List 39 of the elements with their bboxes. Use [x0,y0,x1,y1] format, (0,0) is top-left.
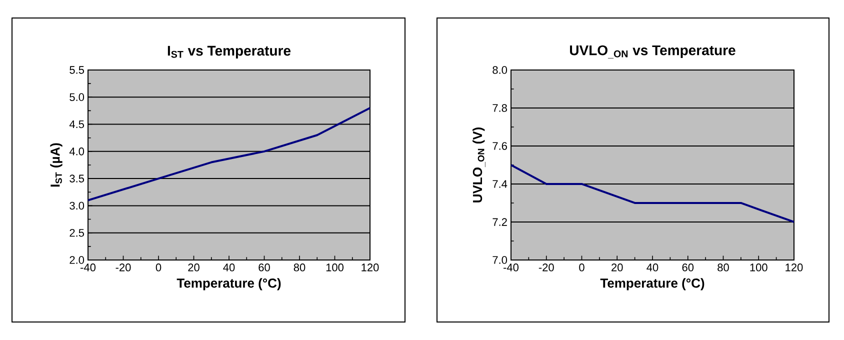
y-tick-label: 7.4 [492,180,508,188]
y-tick-label: 4.0 [69,148,84,156]
y-tick-label: 8.0 [492,66,508,74]
x-axis-title: Temperature (°C) [600,278,704,290]
x-tick-label: 20 [188,264,200,272]
x-tick-label: -20 [538,264,554,272]
y-tick-label: 2.5 [70,228,84,237]
x-tick-label: -40 [504,264,519,272]
x-tick-label: 40 [646,264,658,272]
x-tick-label: 120 [786,264,803,272]
y-tick-label: 3.0 [70,202,84,210]
x-tick-label: 120 [362,264,379,272]
x-tick-label: 80 [294,264,306,272]
y-tick-label: 5.5 [70,66,84,74]
x-tick-label: 20 [612,264,623,272]
x-tick-label: 80 [718,264,729,272]
y-tick-label: 7.0 [492,256,508,264]
y-tick-label: 3.5 [70,174,84,182]
y-tick-label: 4.5 [69,120,84,128]
x-tick-label: -40 [80,264,96,272]
y-tick-label: 7.2 [492,218,507,226]
x-tick-label: 0 [579,264,584,272]
y-axis-title: I$_{ST}$ (µA) [50,143,62,187]
x-tick-label: -20 [116,264,131,272]
y-tick-label: 2.0 [70,256,84,264]
line-series [88,106,370,202]
x-tick-label: 40 [223,264,235,272]
y-tick-label: 7.6 [492,142,507,150]
y-tick-label: 5.0 [70,93,84,102]
x-tick-label: 60 [258,264,270,272]
chart-title: UVLO$_{_ON}$ vs Temperature [570,45,736,58]
x-tick-label: 100 [326,264,344,272]
y-axis-title: UVLO$_{_ON}$ (V) [472,128,486,202]
x-axis-title: Temperature (°C) [176,278,281,290]
x-tick-label: 0 [156,264,162,272]
x-tick-label: 60 [682,264,694,272]
y-tick-label: 7.8 [492,104,507,112]
x-tick-label: 100 [750,264,768,272]
chart-title: I$_{ST}$ vs Temperature [168,46,291,58]
